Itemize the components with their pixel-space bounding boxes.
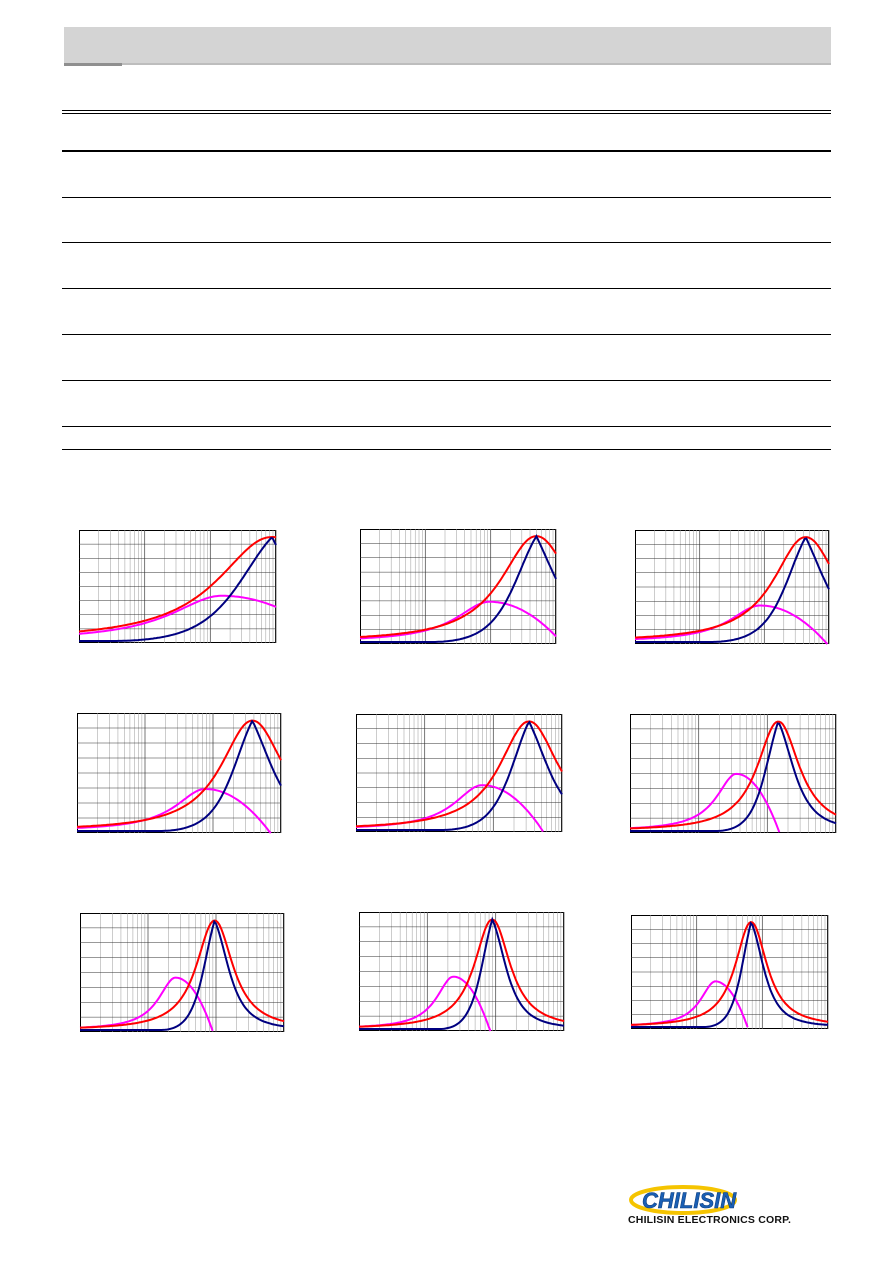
impedance-chart-4: [76, 713, 282, 834]
chart-svg: [78, 530, 277, 643]
table-row-rule: [62, 334, 831, 335]
series-x-line: [635, 537, 830, 643]
table-rule-bottom: [62, 449, 831, 450]
chart-svg: [634, 530, 830, 645]
chart-svg: [630, 915, 829, 1029]
table-rule-top: [62, 110, 831, 111]
table-row-rule: [62, 288, 831, 289]
series-z-line: [76, 719, 282, 828]
series-z-line: [360, 535, 557, 638]
table-header-rule: [62, 150, 831, 152]
header-tab-marker: [64, 63, 122, 66]
series-r-line: [634, 604, 829, 645]
header-underline: [64, 63, 831, 65]
impedance-chart-7: [79, 913, 285, 1032]
impedance-chart-5: [355, 714, 563, 833]
impedance-chart-8: [358, 912, 565, 1032]
series-z-line: [630, 921, 829, 1026]
series-z-line: [79, 919, 285, 1029]
series-z-line: [356, 720, 563, 828]
chart-svg: [359, 529, 557, 644]
series-x-line: [356, 720, 563, 831]
series-r-line: [78, 594, 277, 635]
table-row-rule: [62, 197, 831, 198]
series-z-line: [78, 535, 277, 633]
series-r-line: [76, 788, 272, 834]
series-x-line: [77, 719, 282, 832]
impedance-chart-2: [359, 529, 557, 644]
series-x-line: [80, 919, 285, 1031]
header-bar: [64, 27, 831, 63]
chart-svg: [76, 713, 282, 834]
series-x-line: [79, 537, 277, 642]
series-x-line: [359, 916, 565, 1030]
chart-svg: [355, 714, 563, 833]
impedance-chart-1: [78, 530, 277, 643]
series-z-line: [358, 918, 565, 1028]
series-z-line: [630, 720, 837, 830]
impedance-chart-3: [634, 530, 830, 645]
table-row-rule: [62, 380, 831, 381]
chart-svg: [358, 912, 565, 1032]
series-x-line: [631, 921, 829, 1028]
chilisin-logo: CHILISIN: [629, 1185, 738, 1215]
table-row-rule: [62, 426, 831, 427]
company-name: CHILISIN ELECTRONICS CORP.: [628, 1214, 792, 1226]
table-rule-top-inner: [62, 113, 831, 114]
series-x-line: [630, 722, 837, 832]
series-r-line: [359, 600, 557, 640]
series-x-line: [360, 534, 557, 643]
logo-swoosh: [629, 1185, 737, 1215]
impedance-chart-6: [629, 714, 837, 833]
chart-svg: [79, 913, 285, 1032]
series-z-line: [634, 536, 830, 639]
logo-brand-text: CHILISIN: [642, 1188, 737, 1213]
table-row-rule: [62, 242, 831, 243]
impedance-chart-9: [630, 915, 829, 1029]
chart-svg: [629, 714, 837, 833]
